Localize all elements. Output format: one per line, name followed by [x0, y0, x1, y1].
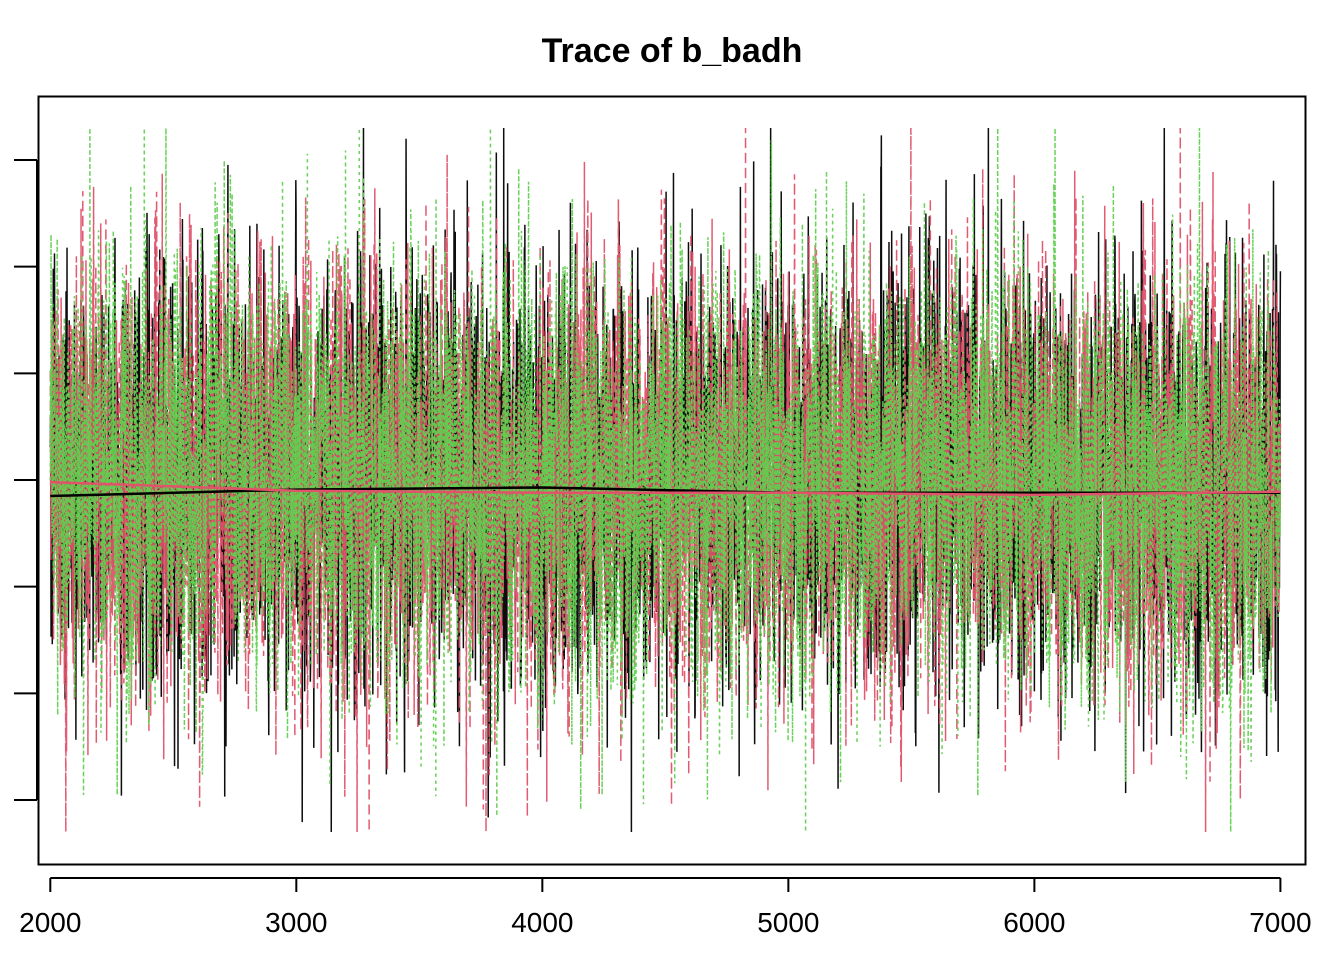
plot-frame	[37, 95, 1307, 866]
x-axis: 2000 3000 4000 5000 6000 7000	[19, 877, 1312, 938]
x-tick-label: 7000	[1249, 907, 1311, 938]
x-tick-label: 4000	[511, 907, 573, 938]
y-axis	[14, 159, 38, 801]
x-tick-label: 6000	[1003, 907, 1065, 938]
x-tick-label: 2000	[19, 907, 81, 938]
smooth-line-2	[50, 480, 1281, 497]
x-tick-label: 3000	[265, 907, 327, 938]
smooth-lines	[50, 480, 1281, 498]
chart-title: Trace of b_badh	[542, 32, 803, 70]
trace-lines	[49, 127, 1282, 833]
smooth-line-1	[50, 486, 1281, 498]
x-tick-label: 5000	[757, 907, 819, 938]
trace-series-3	[49, 127, 1282, 833]
